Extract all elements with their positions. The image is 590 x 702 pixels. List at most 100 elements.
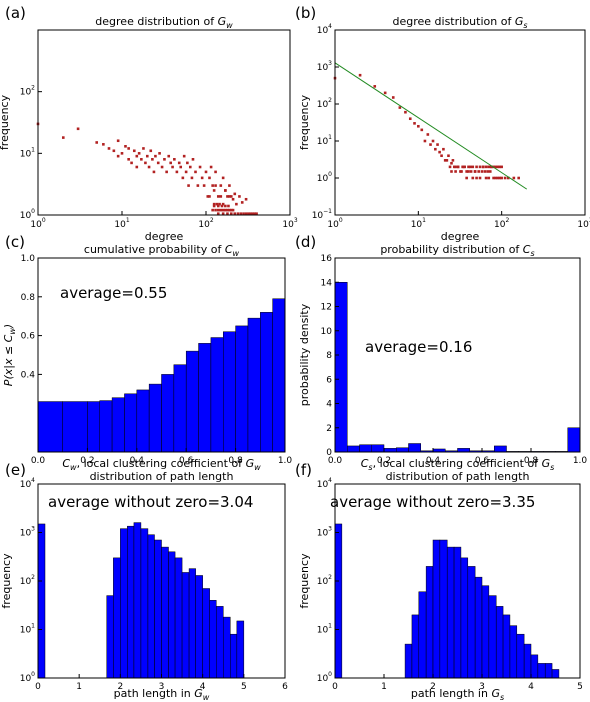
scatter-point	[216, 208, 220, 212]
scatter-point	[221, 176, 225, 180]
scatter-point	[130, 161, 133, 165]
scatter-point	[468, 165, 472, 169]
scatter-point	[156, 161, 160, 165]
scatter-point	[465, 170, 468, 173]
scatter-point	[251, 212, 255, 215]
panel-d: (d) probability distribution of Cs 0.0 0.2 0…	[295, 233, 587, 472]
bar	[488, 595, 497, 679]
scatter-point	[498, 176, 502, 180]
bar	[185, 350, 199, 453]
scatter-point	[239, 212, 243, 215]
y-tick-label: 8	[326, 351, 332, 361]
scatter-point	[208, 195, 211, 198]
scatter-point	[450, 170, 453, 173]
x-axis-label: degree	[145, 230, 184, 243]
y-tick-label: 16	[321, 254, 333, 264]
bar	[359, 444, 372, 453]
scatter-point	[240, 201, 244, 204]
scatter-point	[188, 165, 192, 169]
scatter-point	[107, 147, 111, 150]
x-tick-label: 102	[494, 217, 509, 230]
annotation: average=0.16	[365, 338, 472, 356]
scatter-point	[447, 154, 450, 158]
y-tick-label: 104	[317, 477, 332, 490]
y-tick-label: 10−1	[312, 208, 332, 221]
scatter-point	[454, 170, 457, 173]
scatter-point	[137, 152, 141, 155]
scatter-point	[442, 147, 445, 151]
bar	[168, 551, 176, 679]
bar	[216, 606, 224, 679]
scatter-point	[135, 154, 139, 158]
y-axis-label: frequency	[0, 94, 11, 150]
scatter-point	[182, 154, 186, 158]
scatter-point	[498, 165, 502, 169]
scatter-point	[215, 202, 219, 206]
scatter-point	[226, 195, 229, 198]
x-tick-label: 101	[411, 217, 426, 230]
scatter-point	[484, 165, 488, 169]
axes-frame	[37, 29, 291, 216]
annotation: average without zero=3.04	[48, 493, 253, 511]
x-tick-label: 4	[200, 682, 206, 692]
bar	[147, 534, 155, 679]
y-tick-label: 12	[321, 303, 332, 313]
scatter-point	[61, 136, 65, 139]
scatter-point	[214, 208, 217, 212]
scatter-point	[242, 212, 245, 215]
bar	[188, 568, 196, 679]
panel-c: (c) cumulative probability of Cw 0.0 0.2 0.4…	[2, 233, 292, 472]
y-tick-label: 0.8	[21, 293, 36, 303]
scatter-point	[473, 170, 477, 173]
scatter-point	[503, 176, 507, 180]
annotation: average=0.55	[60, 284, 167, 302]
scatter-point	[171, 165, 174, 169]
scatter-point	[431, 139, 435, 143]
y-axis-label: probability density	[298, 303, 311, 406]
scatter-point	[227, 204, 230, 208]
scatter-point	[471, 165, 475, 169]
scatter-point	[229, 212, 233, 215]
y-tick-label: 0.4	[21, 370, 36, 380]
scatter-point	[231, 208, 235, 212]
panel-label: (c)	[5, 233, 25, 251]
scatter-point	[494, 165, 498, 169]
x-tick-label: 5	[577, 682, 583, 692]
bar	[425, 566, 434, 679]
bar	[516, 633, 525, 679]
scatter-point	[220, 204, 224, 208]
x-tick-label: 100	[327, 217, 342, 230]
panel-label: (e)	[5, 461, 26, 479]
scatter-point	[154, 154, 157, 158]
scatter-point	[211, 208, 214, 212]
x-tick-label: 1	[76, 682, 82, 692]
scatter-point	[224, 204, 227, 208]
bar	[161, 546, 169, 679]
scatter-point	[477, 170, 480, 173]
x-tick-label: 5	[241, 682, 247, 692]
scatter-point	[214, 170, 217, 174]
bar	[136, 389, 150, 453]
scatter-point	[144, 161, 147, 165]
x-tick-label: 103	[282, 217, 297, 230]
scatter-point	[467, 170, 470, 173]
scatter-point	[253, 212, 257, 215]
y-tick-label: 14	[321, 278, 333, 288]
scatter-point	[443, 159, 447, 162]
scatter-point	[212, 202, 216, 206]
scatter-point	[440, 154, 443, 158]
chart-title: degree distribution of Gs	[392, 15, 527, 30]
x-axis-label: path length in Gs	[411, 687, 504, 702]
scatter-point	[145, 154, 149, 158]
y-tick-label: 0.6	[21, 332, 36, 342]
bar	[127, 525, 135, 679]
scatter-point	[465, 176, 468, 180]
scatter-point	[467, 165, 470, 169]
y-tick-label: 2	[326, 424, 332, 434]
scatter-point	[481, 165, 485, 169]
scatter-point	[434, 147, 437, 151]
scatter-point	[179, 165, 183, 169]
scatter-point	[116, 139, 120, 143]
scatter-point	[218, 202, 221, 206]
